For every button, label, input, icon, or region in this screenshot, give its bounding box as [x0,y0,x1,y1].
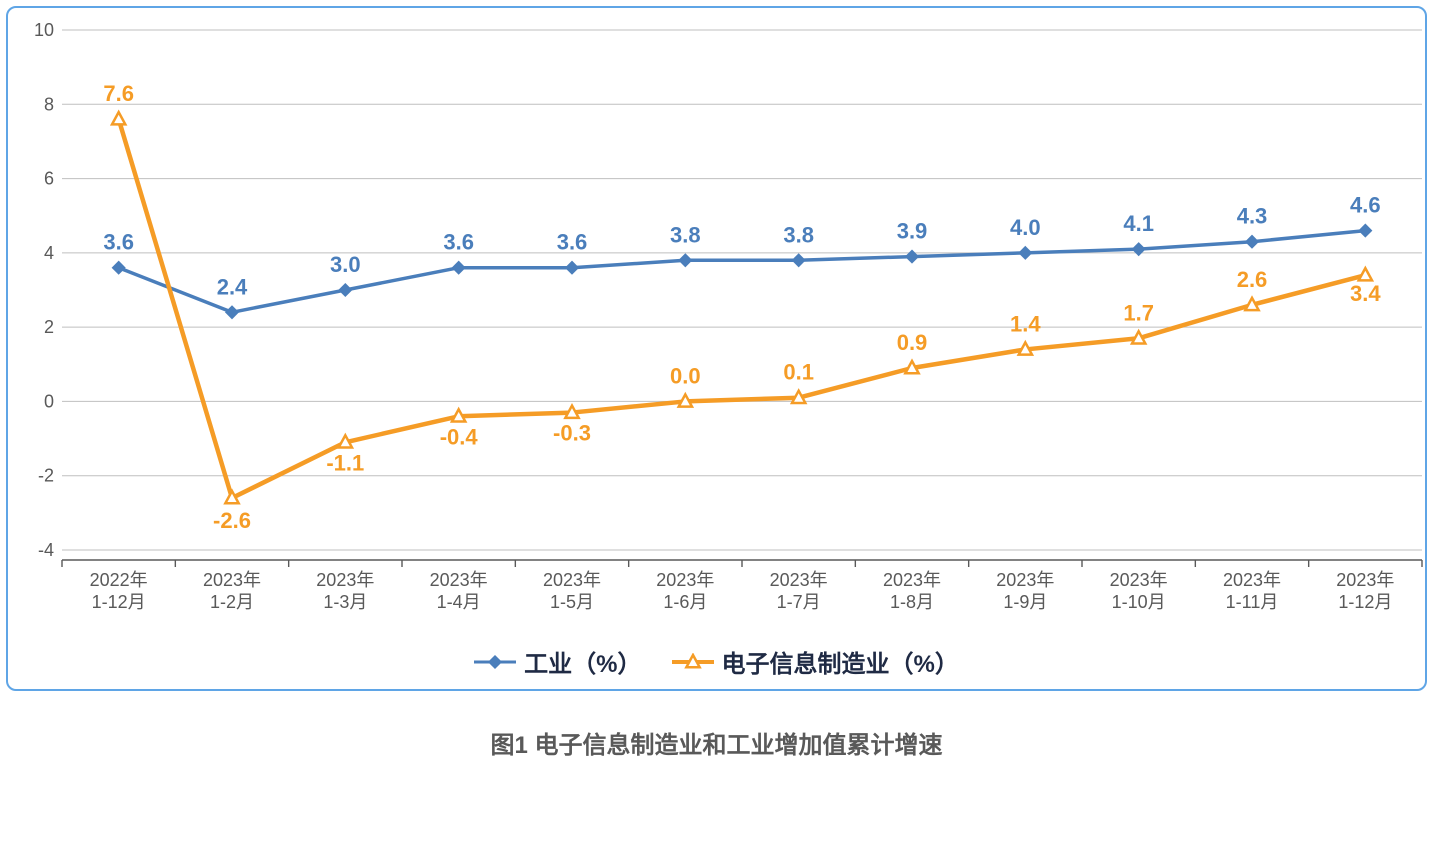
svg-text:1-8月: 1-8月 [890,592,934,612]
triangle-marker-icon [684,653,702,671]
svg-text:1-11月: 1-11月 [1226,592,1279,612]
legend-swatch [672,652,714,672]
svg-text:2023年: 2023年 [430,570,488,590]
svg-text:3.9: 3.9 [897,219,928,244]
svg-text:1-6月: 1-6月 [663,592,707,612]
svg-text:6: 6 [44,169,54,189]
legend-swatch [474,652,516,672]
chart-legend: 工业（%） 电子信息制造业（%） [22,644,1411,679]
svg-text:0.0: 0.0 [670,363,701,388]
svg-text:4.6: 4.6 [1350,193,1381,218]
chart-caption: 图1 电子信息制造业和工业增加值累计增速 [0,697,1433,760]
svg-text:3.6: 3.6 [443,230,474,255]
svg-text:3.6: 3.6 [103,230,134,255]
svg-text:2023年: 2023年 [1336,570,1394,590]
svg-text:1-9月: 1-9月 [1003,592,1047,612]
svg-text:2023年: 2023年 [1110,570,1168,590]
svg-text:2023年: 2023年 [543,570,601,590]
svg-text:3.4: 3.4 [1350,281,1381,306]
svg-text:4.0: 4.0 [1010,215,1041,240]
svg-text:0.9: 0.9 [897,330,928,355]
svg-text:2023年: 2023年 [203,570,261,590]
chart-container: -4-202468102022年1-12月2023年1-2月2023年1-3月2… [0,6,1433,760]
svg-text:1-10月: 1-10月 [1112,592,1166,612]
svg-text:2: 2 [44,317,54,337]
svg-text:2023年: 2023年 [883,570,941,590]
svg-text:2023年: 2023年 [656,570,714,590]
svg-text:2023年: 2023年 [996,570,1054,590]
plot-area: -4-202468102022年1-12月2023年1-2月2023年1-3月2… [22,20,1411,634]
svg-text:3.6: 3.6 [557,230,588,255]
line-chart-svg: -4-202468102022年1-12月2023年1-2月2023年1-3月2… [22,20,1433,634]
svg-text:2022年: 2022年 [90,570,148,590]
svg-text:3.8: 3.8 [783,222,814,247]
svg-text:-2.6: -2.6 [213,508,251,533]
svg-text:1-5月: 1-5月 [550,592,594,612]
svg-text:1-4月: 1-4月 [437,592,481,612]
svg-text:-4: -4 [38,540,54,560]
svg-text:-1.1: -1.1 [326,450,364,475]
svg-text:1.7: 1.7 [1123,300,1154,325]
svg-text:2.4: 2.4 [217,274,248,299]
svg-text:-0.4: -0.4 [440,424,479,449]
legend-label: 电子信息制造业（%） [722,644,959,679]
svg-text:3.8: 3.8 [670,222,701,247]
svg-text:-0.3: -0.3 [553,421,591,446]
svg-text:1-2月: 1-2月 [210,592,254,612]
svg-text:4.1: 4.1 [1123,211,1154,236]
svg-text:0: 0 [44,391,54,411]
svg-text:0.1: 0.1 [783,360,814,385]
svg-text:1-12月: 1-12月 [92,592,146,612]
svg-text:1-7月: 1-7月 [777,592,821,612]
svg-text:2023年: 2023年 [1223,570,1281,590]
svg-text:1-12月: 1-12月 [1338,592,1392,612]
svg-text:10: 10 [34,20,54,40]
chart-frame: -4-202468102022年1-12月2023年1-2月2023年1-3月2… [6,6,1427,691]
svg-text:1.4: 1.4 [1010,311,1041,336]
legend-label: 工业（%） [524,644,641,679]
svg-text:1-3月: 1-3月 [323,592,367,612]
svg-text:4.3: 4.3 [1237,204,1268,229]
svg-text:4: 4 [44,243,54,263]
svg-text:3.0: 3.0 [330,252,361,277]
svg-text:2.6: 2.6 [1237,267,1268,292]
svg-text:2023年: 2023年 [316,570,374,590]
svg-text:8: 8 [44,94,54,114]
legend-item-industry: 工业（%） [474,644,641,679]
svg-text:-2: -2 [38,466,54,486]
legend-item-electronics: 电子信息制造业（%） [672,644,959,679]
svg-text:2023年: 2023年 [770,570,828,590]
svg-text:7.6: 7.6 [103,81,134,106]
diamond-marker-icon [486,653,504,671]
